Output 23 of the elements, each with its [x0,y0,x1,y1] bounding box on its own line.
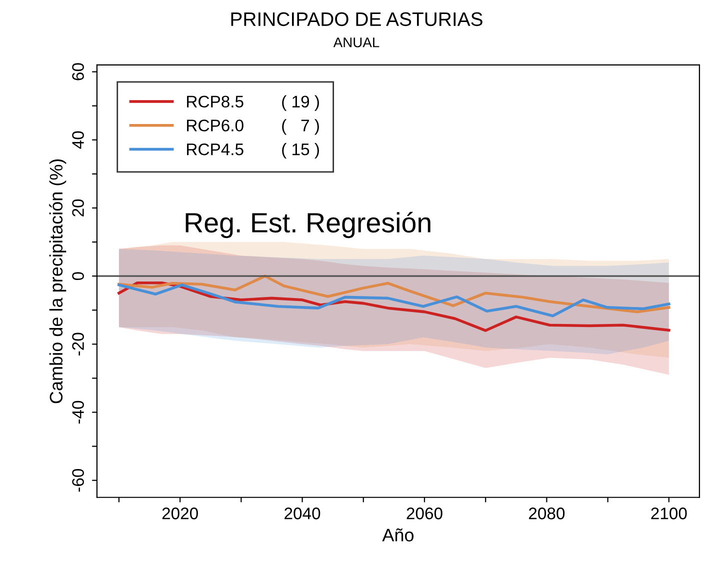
annotation: Reg. Est. Regresión [186,212,430,238]
y-tick-label: 0 [72,272,84,280]
y-tick-label: 60 [72,63,84,80]
x-tick-label: 2080 [528,508,565,520]
legend-label: RCP6.0 ( 7 ) [187,119,319,135]
y-tick-label: 40 [72,131,84,149]
x-axis-title: Año [382,528,414,542]
x-tick-label: 2020 [162,508,198,520]
chart-title: PRINCIPADO DE ASTURIAS [231,12,482,26]
line-series [118,284,670,318]
y-tick-label: 20 [72,199,84,216]
line-series [118,281,670,332]
y-tick-label: -40 [72,400,84,424]
y-axis-title: Cambio de la precipitación (%) [49,159,66,404]
x-tick-label: 2040 [284,508,320,520]
chart-subtitle: ANUAL [333,38,380,48]
legend-label: RCP4.5 ( 15 ) [187,143,319,159]
y-tick-label: -20 [72,332,84,356]
line-series [118,274,670,314]
x-tick-label: 2100 [651,508,687,520]
y-tick-label: -60 [72,468,84,492]
x-tick-label: 2060 [406,508,442,520]
legend-label: RCP8.5 ( 19 ) [187,95,319,111]
